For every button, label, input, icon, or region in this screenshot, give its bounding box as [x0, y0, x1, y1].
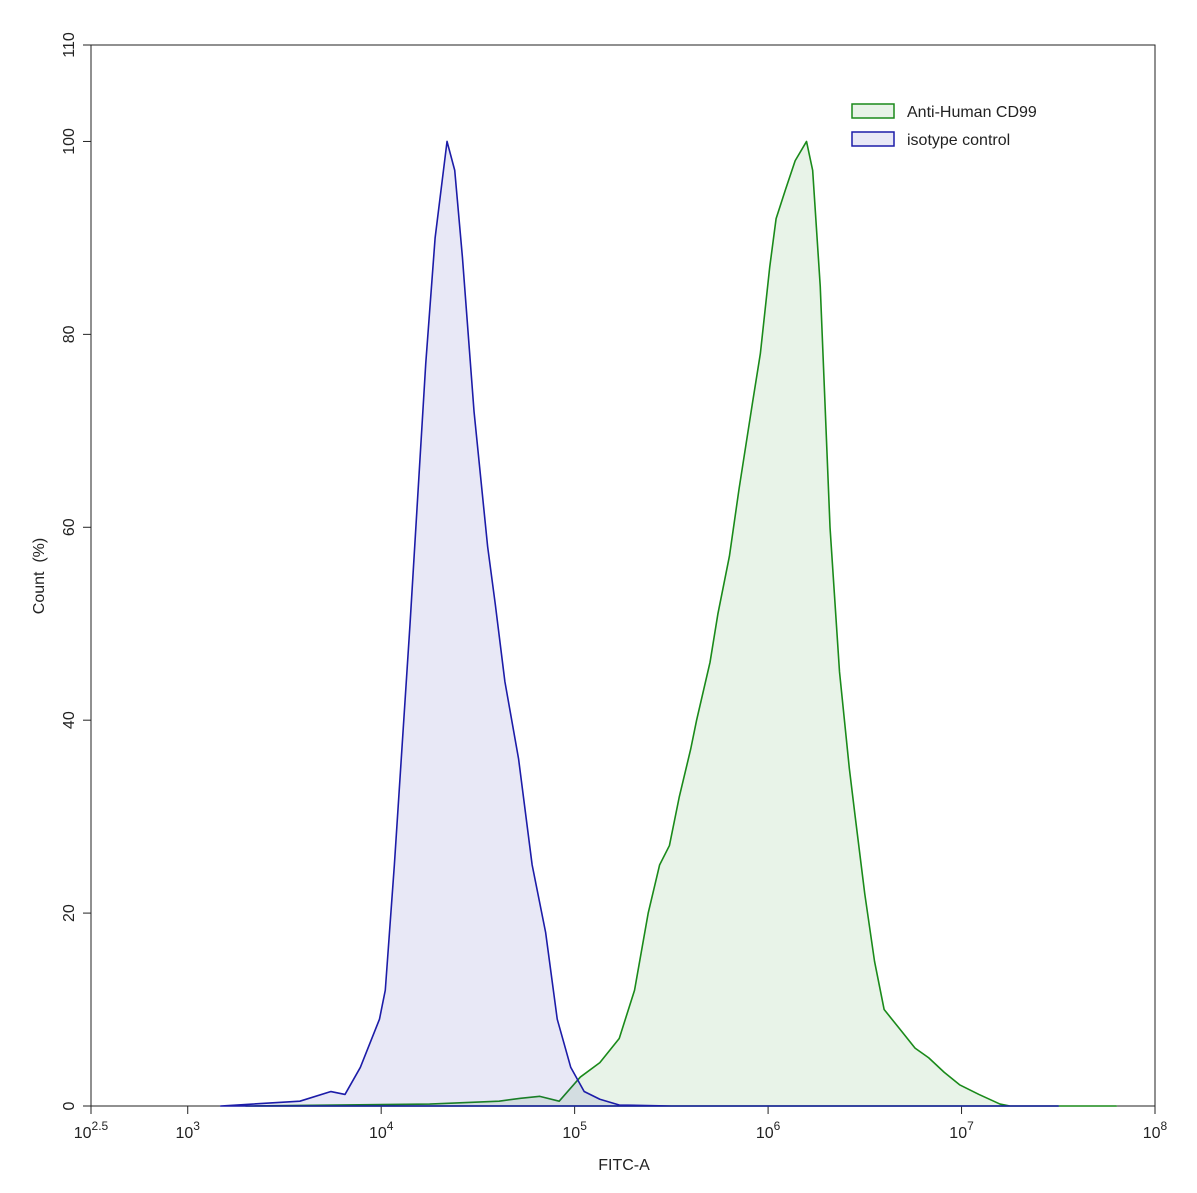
legend-swatch [851, 103, 895, 119]
y-tick-label: 20 [61, 904, 78, 922]
x-tick-label: 106 [756, 1119, 781, 1142]
x-tick-label: 103 [175, 1119, 200, 1142]
legend-label: Anti-Human CD99 [907, 104, 1037, 121]
x-tick-label: 107 [949, 1119, 974, 1142]
y-axis-label: Count (%) [31, 538, 48, 614]
x-axis-label: FITC-A [598, 1157, 650, 1174]
histogram-curve [245, 140, 1118, 1107]
x-tick-label: 104 [369, 1119, 394, 1142]
y-tick-label: 100 [61, 128, 78, 155]
y-tick-label: 0 [61, 1101, 78, 1110]
x-tick-label: 108 [1143, 1119, 1168, 1142]
y-tick-label: 80 [61, 325, 78, 343]
legend-swatch [851, 131, 895, 147]
x-tick-label: 105 [562, 1119, 587, 1142]
plot-frame [90, 44, 1156, 1107]
y-tick-label: 110 [61, 32, 78, 58]
y-tick-label: 40 [61, 711, 78, 729]
x-tick-label: 102.5 [74, 1119, 109, 1142]
legend-label: isotype control [907, 132, 1010, 149]
y-tick-label: 60 [61, 518, 78, 536]
histogram-curve [219, 140, 1060, 1107]
